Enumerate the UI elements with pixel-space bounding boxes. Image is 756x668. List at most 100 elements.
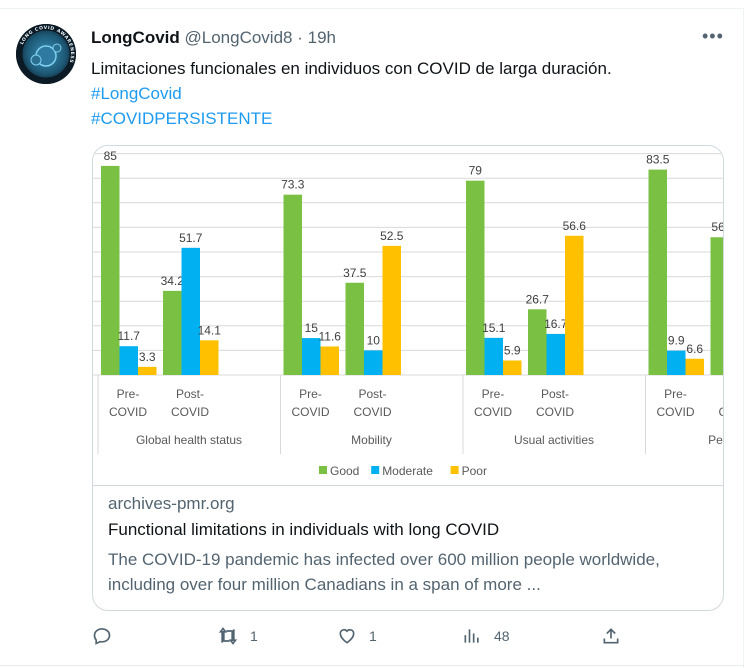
tick-label: Post- bbox=[176, 387, 204, 401]
views-button[interactable]: 48 bbox=[462, 626, 510, 646]
tick-label: Post- bbox=[541, 387, 569, 401]
bar-good bbox=[528, 309, 547, 375]
bar-moderate bbox=[667, 350, 686, 375]
bar-poor bbox=[382, 245, 401, 375]
legend-label: Poor bbox=[462, 464, 487, 478]
tick-label: Pre- bbox=[664, 387, 687, 401]
author-handle[interactable]: @LongCovid8 bbox=[184, 28, 293, 47]
reply-button[interactable] bbox=[92, 626, 112, 646]
data-label: 37.5 bbox=[343, 266, 367, 280]
bar-good bbox=[648, 169, 667, 375]
avatar[interactable]: LONG COVID AWARENESS bbox=[16, 24, 76, 84]
bar-good bbox=[710, 237, 723, 375]
tick-label: Pre- bbox=[482, 387, 505, 401]
hashtag-link[interactable]: #LongCovid bbox=[91, 84, 182, 103]
data-label: 52.5 bbox=[380, 229, 404, 243]
tick-label: COVID bbox=[109, 405, 147, 419]
data-label: 34.2 bbox=[161, 274, 185, 288]
data-label: 11.7 bbox=[118, 329, 141, 343]
data-label: 11.6 bbox=[319, 329, 342, 343]
data-label: 10 bbox=[367, 333, 381, 347]
bar-poor bbox=[503, 360, 522, 375]
bar-poor bbox=[565, 235, 584, 375]
tweet-header: LongCovid @LongCovid8 · 19h bbox=[91, 28, 336, 48]
legend-label: Moderate bbox=[382, 464, 433, 478]
bar-poor bbox=[685, 358, 704, 375]
reply-icon bbox=[93, 628, 111, 645]
category-label: Global health status bbox=[136, 433, 242, 447]
data-label: 56.6 bbox=[563, 219, 587, 233]
tick-label: COVID bbox=[718, 405, 723, 419]
data-label: 15.1 bbox=[482, 321, 506, 335]
bar-good bbox=[163, 290, 182, 375]
tick-label: COVID bbox=[171, 405, 209, 419]
bar-moderate bbox=[546, 333, 565, 375]
data-label: 83.5 bbox=[646, 153, 670, 167]
tick-label: Pre- bbox=[117, 387, 140, 401]
analytics-icon bbox=[464, 629, 479, 643]
bar-poor bbox=[138, 366, 157, 375]
card-domain: archives-pmr.org bbox=[108, 494, 235, 513]
tick-label: COVID bbox=[474, 405, 512, 419]
bar-good bbox=[283, 194, 302, 375]
tick-label: COVID bbox=[656, 405, 694, 419]
tweet-body: Limitaciones funcionales en individuos c… bbox=[91, 59, 612, 78]
link-card[interactable]: Global health status Pre- COVID 85 11.7 3.3 Po… bbox=[92, 145, 724, 611]
tweet-text: Limitaciones funcionales en individuos c… bbox=[91, 56, 612, 131]
views-count: 48 bbox=[494, 628, 510, 644]
divider bbox=[0, 8, 744, 9]
legend-swatch bbox=[319, 466, 327, 474]
timestamp[interactable]: 19h bbox=[307, 28, 337, 47]
tick-label: Pre- bbox=[299, 387, 322, 401]
bar-moderate bbox=[364, 350, 383, 375]
bar-moderate bbox=[119, 346, 138, 375]
data-label: 5.9 bbox=[504, 343, 521, 357]
data-label: 6.6 bbox=[686, 342, 703, 356]
legend-swatch bbox=[371, 466, 380, 474]
category-label: Usual activities bbox=[514, 433, 594, 447]
heart-icon bbox=[339, 628, 355, 644]
tick-label: COVID bbox=[353, 405, 391, 419]
retweet-button[interactable]: 1 bbox=[218, 626, 258, 646]
data-label: 9.9 bbox=[668, 334, 685, 348]
retweet-icon bbox=[218, 627, 238, 645]
separator: · bbox=[297, 28, 303, 47]
bar-good bbox=[466, 180, 485, 375]
card-description: The COVID-19 pandemic has infected over … bbox=[108, 550, 660, 594]
card-title: Functional limitations in individuals wi… bbox=[108, 520, 500, 539]
data-label: 15 bbox=[305, 321, 319, 335]
divider bbox=[0, 665, 744, 666]
share-button[interactable] bbox=[601, 626, 621, 646]
bar-good bbox=[101, 165, 120, 375]
avatar-logo: LONG COVID AWARENESS bbox=[16, 24, 76, 84]
tick-label: COVID bbox=[536, 405, 574, 419]
more-horizontal-icon[interactable]: ••• bbox=[702, 26, 724, 46]
data-label: 16.7 bbox=[544, 317, 568, 331]
data-label: 56. bbox=[711, 220, 723, 234]
share-icon bbox=[603, 628, 619, 644]
bar-chart: Global health status Pre- COVID 85 11.7 3.3 Po… bbox=[93, 149, 723, 478]
bar-moderate bbox=[484, 337, 503, 375]
bar-good bbox=[345, 282, 364, 375]
data-label: 26.7 bbox=[526, 292, 550, 306]
data-label: 73.3 bbox=[281, 178, 305, 192]
action-bar: 1 1 48 bbox=[0, 626, 744, 656]
like-button[interactable]: 1 bbox=[337, 626, 377, 646]
legend-swatch bbox=[450, 466, 459, 474]
bar-moderate bbox=[181, 247, 200, 375]
legend-label: Good bbox=[330, 464, 359, 478]
author-name[interactable]: LongCovid bbox=[91, 28, 180, 47]
bar-poor bbox=[320, 346, 339, 375]
data-label: 79 bbox=[469, 164, 483, 178]
retweet-count: 1 bbox=[250, 628, 258, 644]
hashtag-link[interactable]: #COVIDPERSISTENTE bbox=[91, 109, 273, 128]
bar-poor bbox=[200, 340, 219, 375]
divider bbox=[743, 8, 744, 668]
category-label: Mobility bbox=[351, 433, 392, 447]
category-label: Personal c bbox=[708, 433, 723, 447]
tick-label: COVID bbox=[291, 405, 329, 419]
card-image-chart: Global health status Pre- COVID 85 11.7 3.3 Po… bbox=[93, 146, 723, 486]
data-label: 3.3 bbox=[139, 350, 156, 364]
data-label: 51.7 bbox=[179, 231, 203, 245]
bar-moderate bbox=[302, 338, 321, 375]
